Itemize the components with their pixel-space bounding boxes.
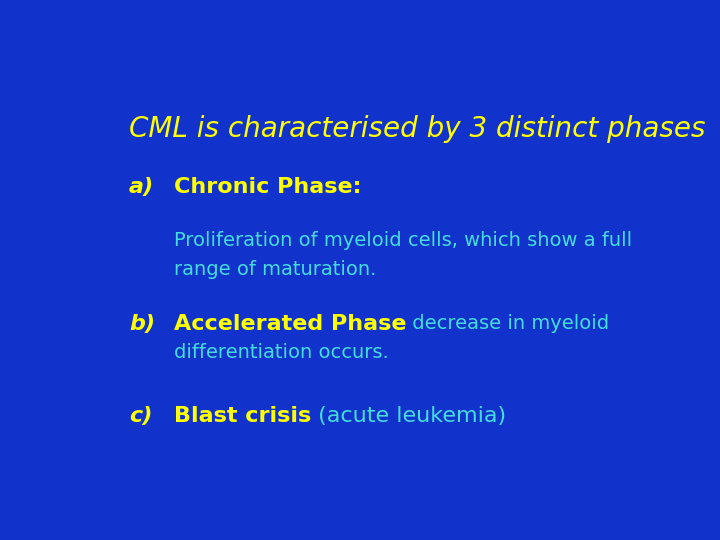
Text: Proliferation of myeloid cells, which show a full: Proliferation of myeloid cells, which sh…	[174, 231, 632, 250]
Text: CML is characterised by 3 distinct phases: CML is characterised by 3 distinct phase…	[129, 114, 706, 143]
Text: Chronic Phase:: Chronic Phase:	[174, 177, 361, 197]
Text: differentiation occurs.: differentiation occurs.	[174, 343, 389, 362]
Text: decrease in myeloid: decrease in myeloid	[406, 314, 609, 333]
Text: Blast crisis: Blast crisis	[174, 406, 311, 426]
Text: b): b)	[129, 314, 155, 334]
Text: a): a)	[129, 177, 154, 197]
Text: Accelerated Phase: Accelerated Phase	[174, 314, 406, 334]
Text: (acute leukemia): (acute leukemia)	[311, 406, 506, 426]
Text: range of maturation.: range of maturation.	[174, 260, 376, 279]
Text: c): c)	[129, 406, 153, 426]
